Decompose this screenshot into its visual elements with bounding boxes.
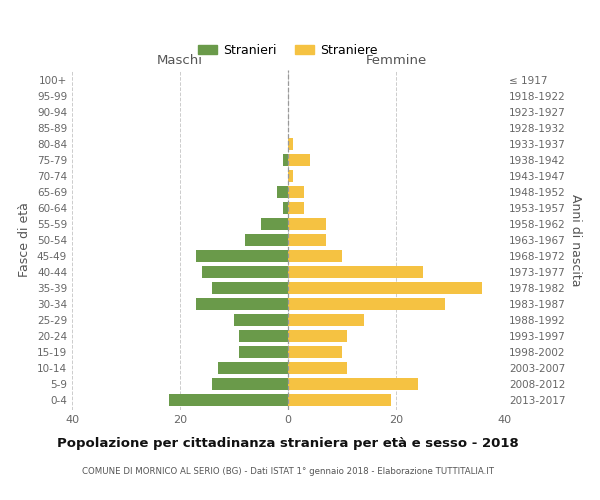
- Bar: [283, 154, 288, 166]
- Bar: [218, 362, 288, 374]
- Bar: [261, 218, 288, 230]
- Bar: [196, 250, 288, 262]
- Bar: [288, 218, 326, 230]
- Bar: [212, 282, 288, 294]
- Bar: [288, 186, 304, 198]
- Legend: Stranieri, Straniere: Stranieri, Straniere: [193, 39, 383, 62]
- Bar: [202, 266, 288, 278]
- Bar: [212, 378, 288, 390]
- Text: Popolazione per cittadinanza straniera per età e sesso - 2018: Popolazione per cittadinanza straniera p…: [57, 438, 519, 450]
- Y-axis label: Fasce di età: Fasce di età: [19, 202, 31, 278]
- Bar: [234, 314, 288, 326]
- Bar: [288, 378, 418, 390]
- Bar: [288, 266, 423, 278]
- Bar: [288, 298, 445, 310]
- Bar: [288, 154, 310, 166]
- Bar: [288, 170, 293, 182]
- Text: COMUNE DI MORNICO AL SERIO (BG) - Dati ISTAT 1° gennaio 2018 - Elaborazione TUTT: COMUNE DI MORNICO AL SERIO (BG) - Dati I…: [82, 468, 494, 476]
- Bar: [288, 234, 326, 246]
- Bar: [288, 314, 364, 326]
- Bar: [245, 234, 288, 246]
- Bar: [288, 362, 347, 374]
- Bar: [239, 330, 288, 342]
- Bar: [288, 346, 342, 358]
- Text: Femmine: Femmine: [365, 54, 427, 67]
- Text: Maschi: Maschi: [157, 54, 203, 67]
- Bar: [239, 346, 288, 358]
- Bar: [288, 250, 342, 262]
- Bar: [277, 186, 288, 198]
- Bar: [288, 394, 391, 406]
- Bar: [288, 138, 293, 150]
- Bar: [288, 282, 482, 294]
- Bar: [169, 394, 288, 406]
- Y-axis label: Anni di nascita: Anni di nascita: [569, 194, 582, 286]
- Bar: [288, 202, 304, 214]
- Bar: [283, 202, 288, 214]
- Bar: [196, 298, 288, 310]
- Bar: [288, 330, 347, 342]
